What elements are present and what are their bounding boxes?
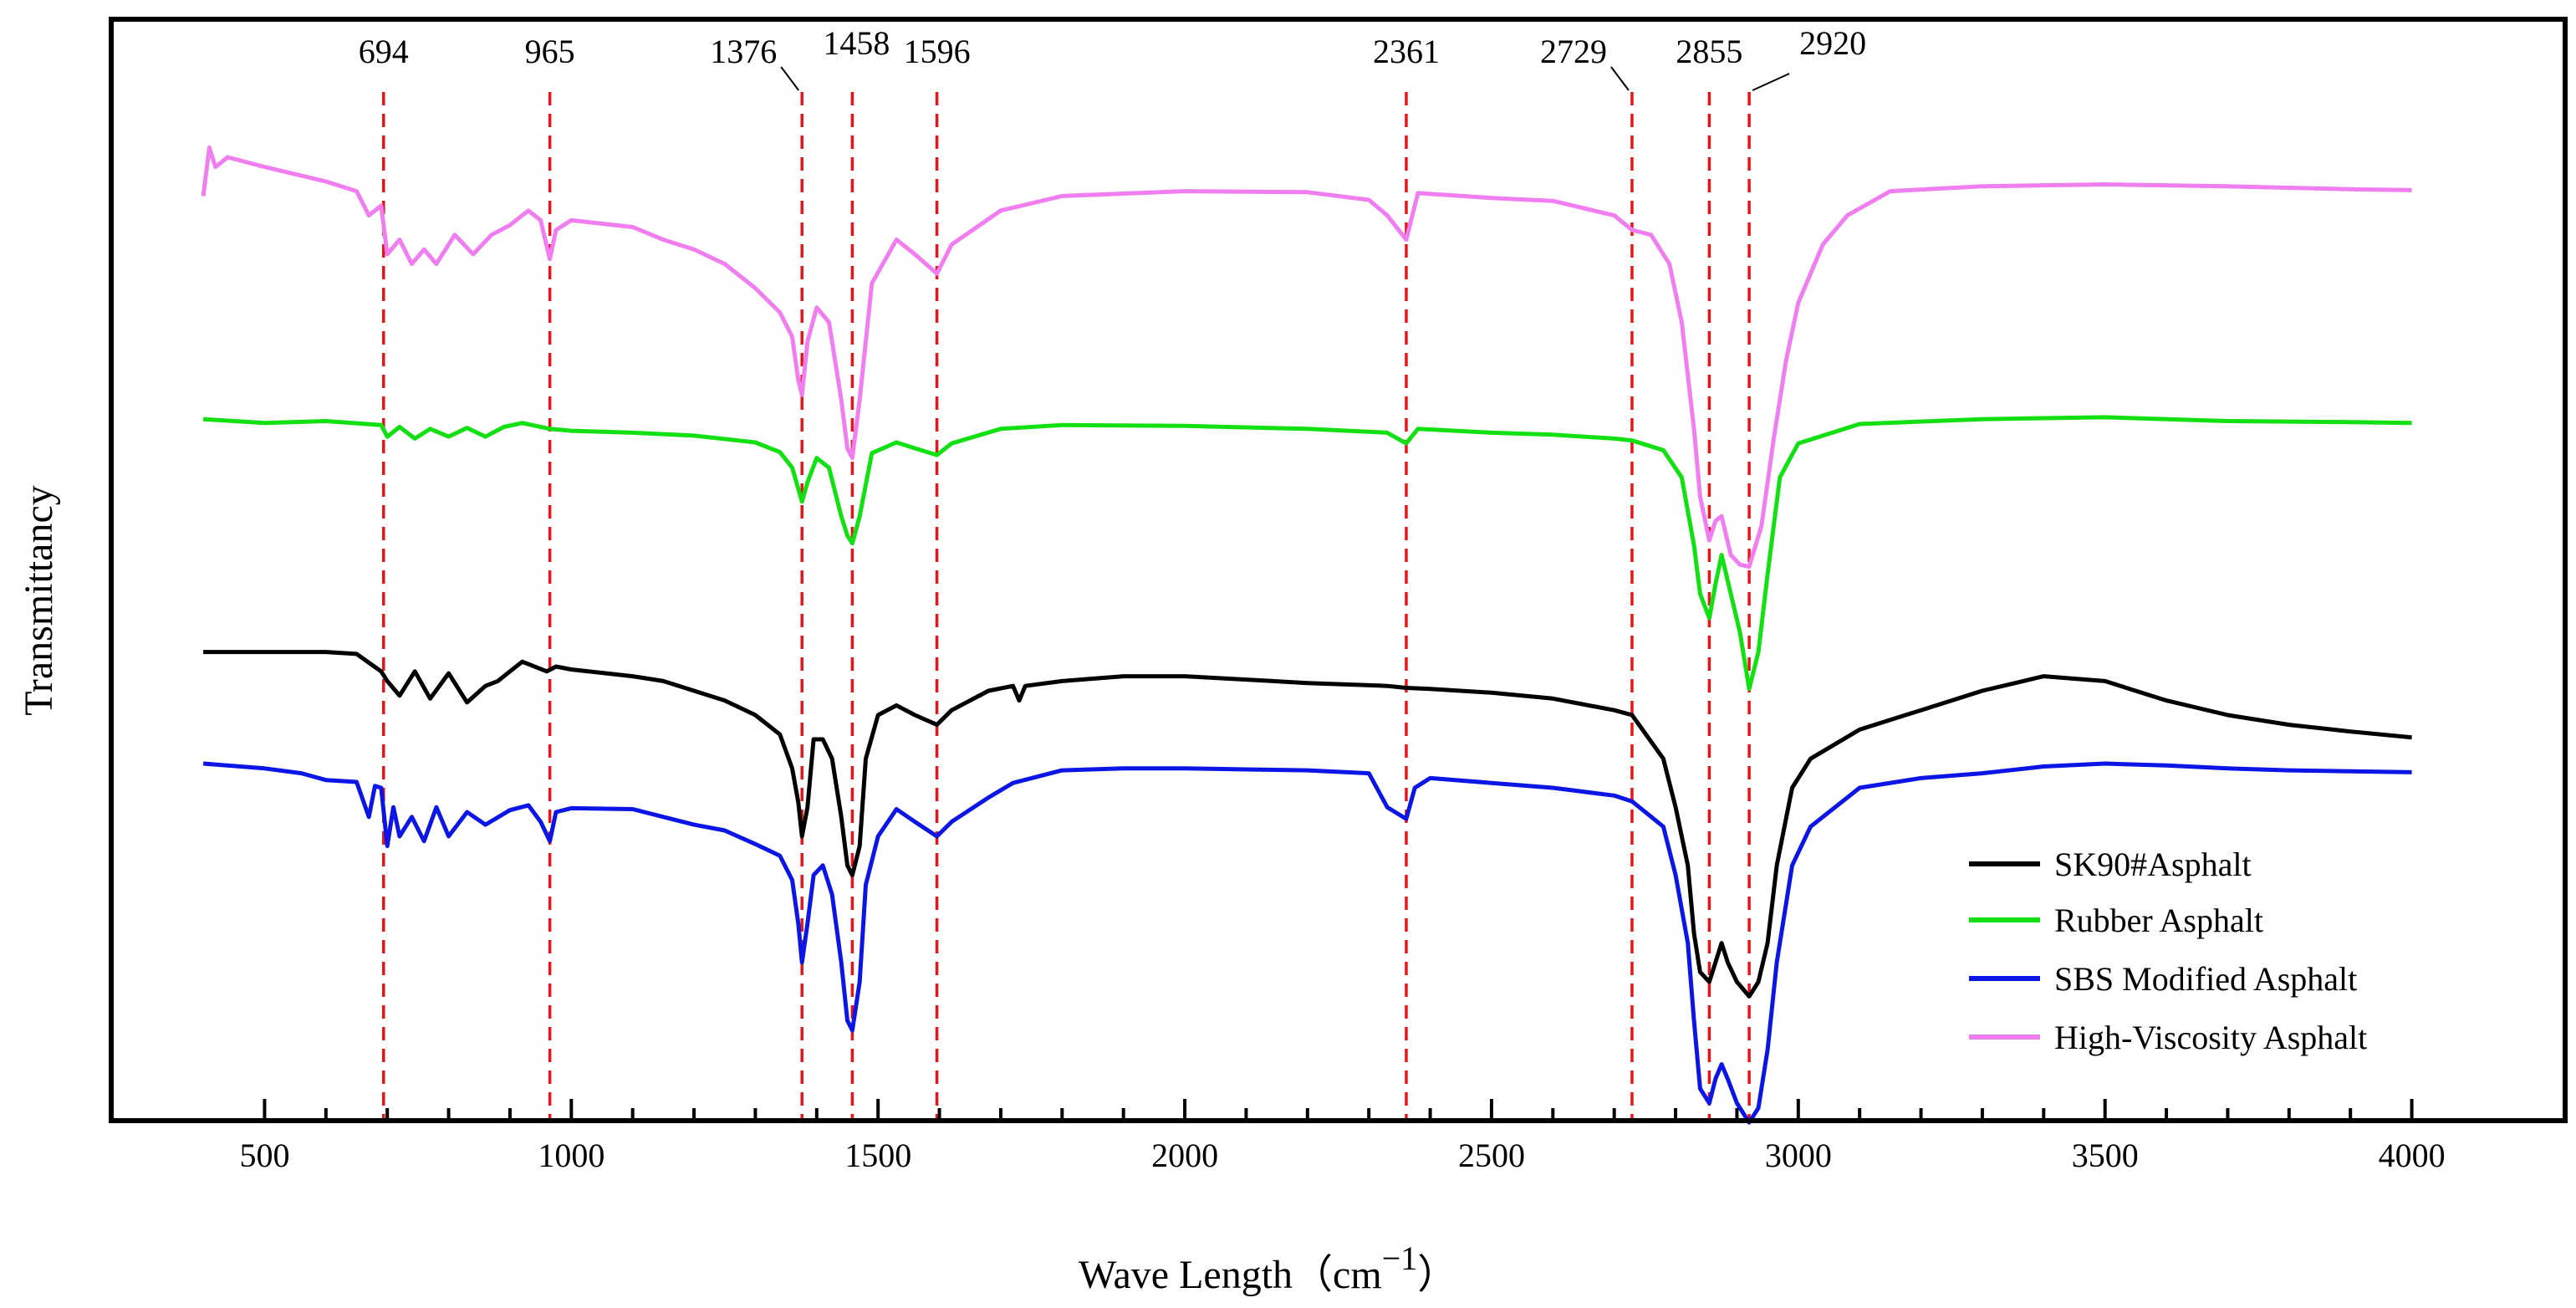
- legend: SK90#Asphalt Rubber Asphalt SBS Modified…: [1969, 846, 2367, 1056]
- series-line-1: [202, 415, 2412, 692]
- peak-label-1376: 1376: [710, 33, 777, 70]
- peak-label-2729: 2729: [1540, 33, 1607, 70]
- legend-label-high-viscosity: High-Viscosity Asphalt: [2054, 1019, 2367, 1056]
- x-tick-label-500: 500: [239, 1137, 289, 1174]
- series-lines: [201, 145, 2412, 1125]
- x-axis-title-unit-exp: −1: [1382, 1239, 1418, 1277]
- peak-leader-1376: [780, 66, 800, 91]
- series-line-2: [202, 761, 2412, 1125]
- x-tick-label-3000: 3000: [1765, 1137, 1832, 1174]
- x-tick-label-2500: 2500: [1458, 1137, 1525, 1174]
- x-axis-title-text: Wave Length: [1079, 1253, 1293, 1297]
- x-tick-label-2000: 2000: [1151, 1137, 1218, 1174]
- peak-label-2920: 2920: [1799, 24, 1866, 62]
- x-tick-label-3500: 3500: [2072, 1137, 2139, 1174]
- peak-leader-2920: [1752, 73, 1790, 91]
- peak-lines: 694 965 1376 1458 1596 2361 2729 2855 2920: [359, 24, 1866, 1118]
- series-line-3: [201, 145, 2412, 569]
- peak-label-1458: 1458: [823, 24, 890, 62]
- x-axis-title-unit: cm: [1333, 1253, 1382, 1297]
- x-axis-title-open-paren: （: [1293, 1253, 1333, 1297]
- y-axis-title: Transmittancy: [17, 485, 61, 716]
- x-axis-title-close-paren: ）: [1417, 1253, 1457, 1297]
- legend-label-rubber: Rubber Asphalt: [2054, 902, 2263, 939]
- x-tick-label-1500: 1500: [844, 1137, 911, 1174]
- peak-leader-2729: [1610, 66, 1630, 91]
- x-axis-title: Wave Length（cm−1）: [1079, 1239, 1457, 1297]
- x-tick-label-4000: 4000: [2379, 1137, 2446, 1174]
- series-line-0: [203, 650, 2412, 999]
- peak-label-1596: 1596: [904, 33, 971, 70]
- peak-label-965: 965: [525, 33, 575, 70]
- legend-label-sbs: SBS Modified Asphalt: [2054, 960, 2357, 998]
- peak-label-2855: 2855: [1676, 33, 1742, 70]
- x-axis-ticks: 500 1000 1500 2000 2500 3000 3500 4000: [239, 1099, 2446, 1174]
- legend-label-sk90: SK90#Asphalt: [2054, 846, 2252, 883]
- x-tick-label-1000: 1000: [538, 1137, 604, 1174]
- peak-label-2361: 2361: [1373, 33, 1440, 70]
- peak-label-694: 694: [359, 33, 409, 70]
- plot-frame: [109, 17, 2568, 1123]
